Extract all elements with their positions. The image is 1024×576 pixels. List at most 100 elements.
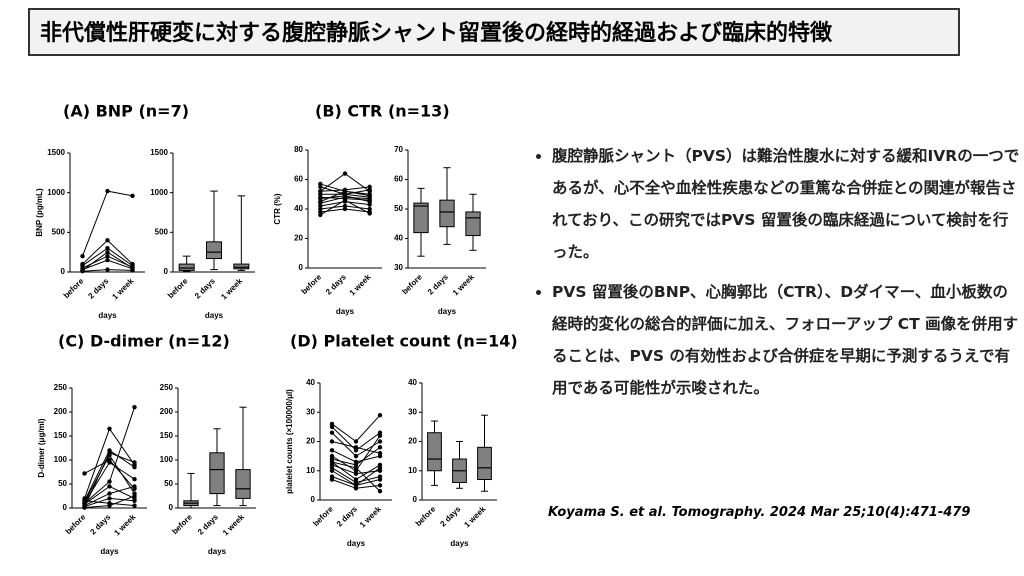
x-tick-label: 1 week (358, 504, 383, 529)
box (477, 446, 492, 481)
data-point (82, 498, 87, 503)
x-axis-label: days (347, 539, 366, 548)
data-point (353, 439, 359, 444)
data-point (377, 453, 383, 459)
x-tick-label: before (400, 272, 424, 296)
y-tick-label: 0 (61, 267, 66, 276)
x-tick-label: 1 week (221, 512, 246, 537)
data-point (329, 477, 335, 482)
x-tick-label: 2 days (426, 272, 450, 296)
data-point (105, 238, 110, 243)
x-tick-label: before (300, 272, 324, 296)
x-axis-label: days (450, 539, 469, 548)
data-point (367, 196, 372, 201)
y-tick-label: 1500 (47, 148, 65, 157)
x-tick-label: before (311, 504, 335, 528)
data-point (377, 439, 383, 444)
box (233, 263, 250, 270)
y-tick-label: 40 (394, 234, 403, 243)
data-point (132, 477, 137, 482)
y-axis-label: D-dimer (μg/ml) (37, 418, 46, 477)
y-tick-label: 50 (394, 204, 403, 213)
data-point (329, 439, 335, 444)
data-point (107, 426, 112, 431)
x-tick-label: 2 days (324, 272, 348, 296)
data-point (132, 498, 137, 503)
x-tick-label: 1 week (451, 272, 476, 297)
y-axis-label: CTR (%) (273, 193, 282, 224)
bullet: 腹腔静脈シャント（PVS）は難治性腹水に対する緩和IVRの一つであるが、心不全や… (552, 140, 1022, 268)
x-tick-label: 1 week (110, 276, 135, 301)
box (209, 452, 225, 495)
data-point (353, 453, 359, 459)
y-tick-label: 100 (160, 455, 174, 464)
data-point (105, 188, 110, 194)
x-tick-label: before (64, 512, 88, 536)
data-point (80, 269, 85, 274)
data-point (377, 412, 383, 418)
x-axis-label: days (205, 311, 224, 320)
y-tick-label: 0 (311, 495, 316, 504)
x-axis-label: days (336, 307, 355, 316)
y-axis-label: platelet counts (×100000/μl) (285, 389, 294, 494)
y-tick-label: 20 (408, 437, 417, 446)
data-point (367, 184, 372, 190)
x-tick-label: 1 week (348, 272, 373, 297)
y-tick-label: 70 (394, 145, 403, 154)
data-point (132, 405, 137, 410)
x-tick-label: 2 days (88, 512, 112, 536)
y-tick-label: 1000 (47, 188, 65, 197)
y-tick-label: 30 (408, 407, 417, 416)
y-tick-label: 40 (294, 204, 303, 213)
data-point (329, 424, 335, 430)
data-point (342, 197, 348, 203)
y-tick-label: 10 (408, 466, 417, 475)
box (413, 202, 429, 234)
data-point (329, 448, 335, 453)
panel-title: (B) CTR (n=13) (315, 102, 450, 121)
y-tick-label: 80 (294, 145, 303, 154)
y-tick-label: 500 (52, 227, 66, 236)
y-tick-label: 50 (164, 479, 173, 488)
data-point (132, 484, 137, 489)
data-point (329, 430, 335, 435)
data-point (377, 433, 383, 438)
panel-title: (C) D-dimer (n=12) (58, 332, 230, 351)
data-point (132, 503, 137, 508)
box (178, 263, 195, 271)
data-point (107, 450, 112, 455)
x-tick-label: before (166, 276, 190, 300)
x-axis-label: days (98, 311, 117, 320)
data-point (107, 484, 112, 489)
data-point (329, 459, 335, 465)
data-point (353, 486, 359, 491)
x-tick-label: 2 days (193, 276, 217, 300)
data-point (377, 465, 383, 471)
y-tick-label: 30 (394, 263, 403, 272)
data-point (80, 253, 85, 259)
data-point (329, 468, 335, 473)
box (465, 211, 481, 237)
data-point (105, 257, 110, 263)
x-tick-label: 2 days (196, 512, 220, 536)
y-tick-label: 200 (54, 407, 68, 416)
y-tick-label: 30 (306, 407, 315, 416)
data-point (367, 211, 372, 216)
data-point (132, 460, 137, 465)
y-tick-label: 0 (413, 495, 418, 504)
y-tick-label: 0 (164, 267, 169, 276)
data-point (130, 268, 135, 273)
data-point (107, 460, 112, 465)
x-tick-label: 1 week (219, 276, 244, 301)
data-point (107, 491, 112, 496)
y-tick-label: 20 (306, 437, 315, 446)
x-tick-label: before (62, 276, 86, 300)
y-tick-label: 150 (160, 431, 174, 440)
y-axis-label: BNP (pg/mL) (35, 188, 44, 237)
data-point (318, 184, 323, 190)
y-tick-label: 60 (294, 175, 303, 184)
x-tick-label: 1 week (112, 512, 137, 537)
data-point (105, 249, 110, 255)
data-point (377, 445, 383, 450)
